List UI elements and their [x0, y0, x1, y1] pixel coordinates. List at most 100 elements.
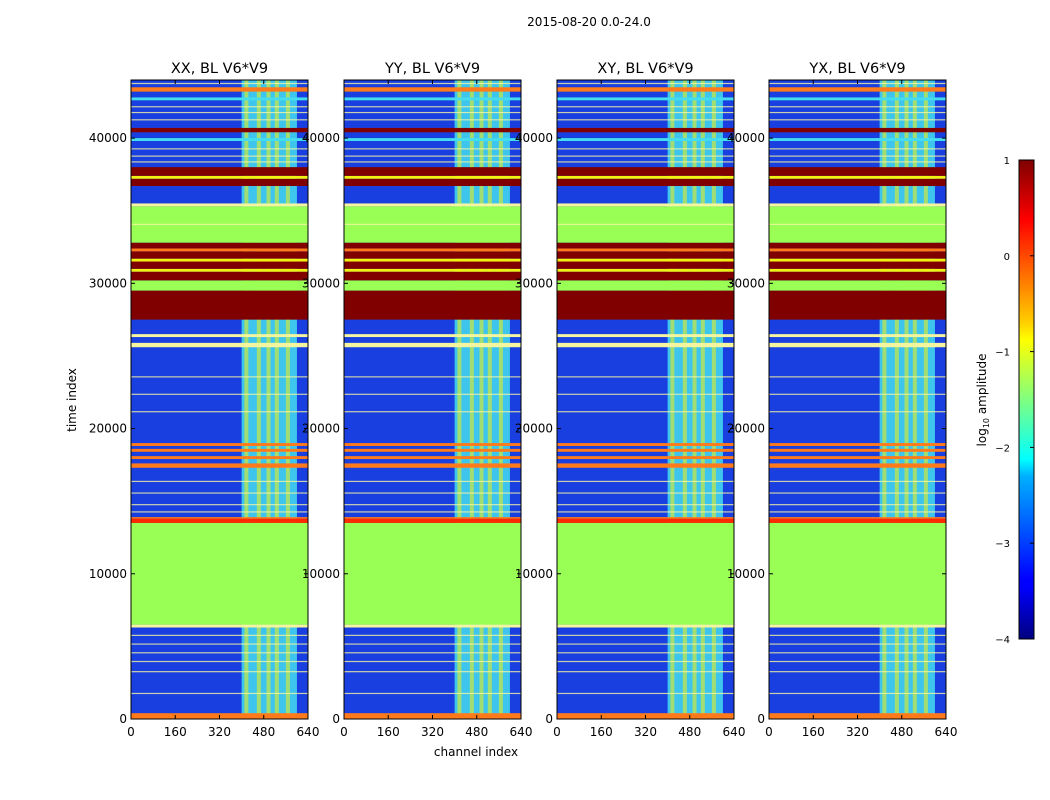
x-tick-label: 0	[127, 725, 135, 739]
y-tick-label: 30000	[515, 276, 553, 290]
time-line	[131, 660, 308, 663]
time-band	[769, 624, 946, 628]
time-band	[557, 443, 734, 446]
panel-4: YX, BL V6*V9 0 160 320 480 640 0 10000 20000 3000…	[727, 61, 958, 739]
time-line	[131, 643, 308, 645]
time-band	[344, 518, 521, 523]
colorbar-tick-label: −2	[995, 443, 1010, 454]
time-band	[557, 203, 734, 207]
rfi-column	[285, 80, 290, 719]
x-tick-label: 0	[553, 725, 561, 739]
time-band	[769, 258, 946, 262]
time-band	[557, 127, 734, 133]
time-band	[344, 97, 521, 101]
time-band	[131, 167, 308, 176]
time-band	[344, 522, 521, 625]
x-tick-label: 640	[510, 725, 533, 739]
x-tick-label: 480	[252, 725, 275, 739]
time-line	[769, 223, 946, 225]
time-line	[769, 643, 946, 645]
time-band	[769, 127, 946, 133]
time-line	[344, 411, 521, 413]
time-band	[769, 290, 946, 320]
time-band	[344, 178, 521, 187]
time-line	[344, 119, 521, 121]
time-band	[769, 271, 946, 281]
time-band	[344, 271, 521, 281]
time-band	[557, 138, 734, 141]
panel-title: YY, BL V6*V9	[384, 61, 480, 77]
rfi-column	[498, 80, 503, 719]
time-line	[557, 161, 734, 163]
time-band	[131, 87, 308, 92]
x-tick-label: 640	[723, 725, 746, 739]
time-line	[557, 511, 734, 513]
time-line	[344, 511, 521, 513]
time-band	[557, 290, 734, 320]
time-band	[344, 175, 521, 179]
time-band	[344, 251, 521, 259]
rfi-column	[923, 80, 928, 719]
time-line	[344, 376, 521, 378]
y-tick-label: 10000	[515, 567, 553, 581]
time-line	[344, 223, 521, 225]
time-line	[131, 652, 308, 654]
time-band	[557, 280, 734, 291]
x-tick-label: 480	[890, 725, 913, 739]
y-tick-label: 20000	[727, 422, 765, 436]
time-line	[131, 504, 308, 506]
time-line	[131, 119, 308, 121]
time-line	[557, 223, 734, 225]
time-band	[769, 97, 946, 101]
time-band	[769, 178, 946, 187]
time-line	[557, 106, 734, 108]
x-tick-label: 160	[802, 725, 825, 739]
time-line	[769, 111, 946, 114]
time-line	[769, 504, 946, 506]
time-line	[557, 634, 734, 636]
time-line	[769, 671, 946, 673]
time-band	[344, 443, 521, 446]
time-band	[769, 342, 946, 348]
time-band	[557, 97, 734, 101]
x-tick-label: 480	[678, 725, 701, 739]
time-band	[131, 248, 308, 252]
time-band	[769, 251, 946, 259]
y-tick-label: 0	[545, 712, 553, 726]
time-band	[131, 448, 308, 452]
time-line	[557, 111, 734, 114]
time-line	[131, 511, 308, 513]
time-line	[769, 660, 946, 663]
time-band	[769, 517, 946, 519]
time-line	[131, 411, 308, 413]
y-tick-label: 40000	[727, 131, 765, 145]
time-band	[131, 456, 308, 460]
time-band	[131, 261, 308, 269]
time-line	[557, 393, 734, 395]
time-band	[769, 522, 946, 625]
time-band	[557, 87, 734, 92]
panel-title: XY, BL V6*V9	[597, 61, 693, 77]
time-band	[131, 443, 308, 446]
time-band	[769, 456, 946, 460]
time-band	[769, 334, 946, 338]
time-band	[344, 167, 521, 176]
time-band	[131, 97, 308, 101]
time-band	[131, 271, 308, 281]
time-line	[769, 411, 946, 413]
time-band	[557, 178, 734, 187]
time-line	[344, 155, 521, 157]
x-tick-label: 320	[208, 725, 231, 739]
time-line	[557, 119, 734, 121]
time-band	[131, 178, 308, 187]
rfi-column	[487, 80, 492, 719]
time-band	[769, 268, 946, 272]
time-band	[344, 242, 521, 249]
time-line	[344, 652, 521, 654]
time-line	[557, 155, 734, 157]
colorbar-tick-label: 1	[1004, 156, 1010, 167]
panels: XX, BL V6*V9 0 160 320 480 640 0 10000 20000 3000…	[89, 61, 958, 739]
time-band	[557, 175, 734, 179]
y-tick-label: 0	[332, 712, 340, 726]
panel-title: YX, BL V6*V9	[808, 61, 905, 77]
